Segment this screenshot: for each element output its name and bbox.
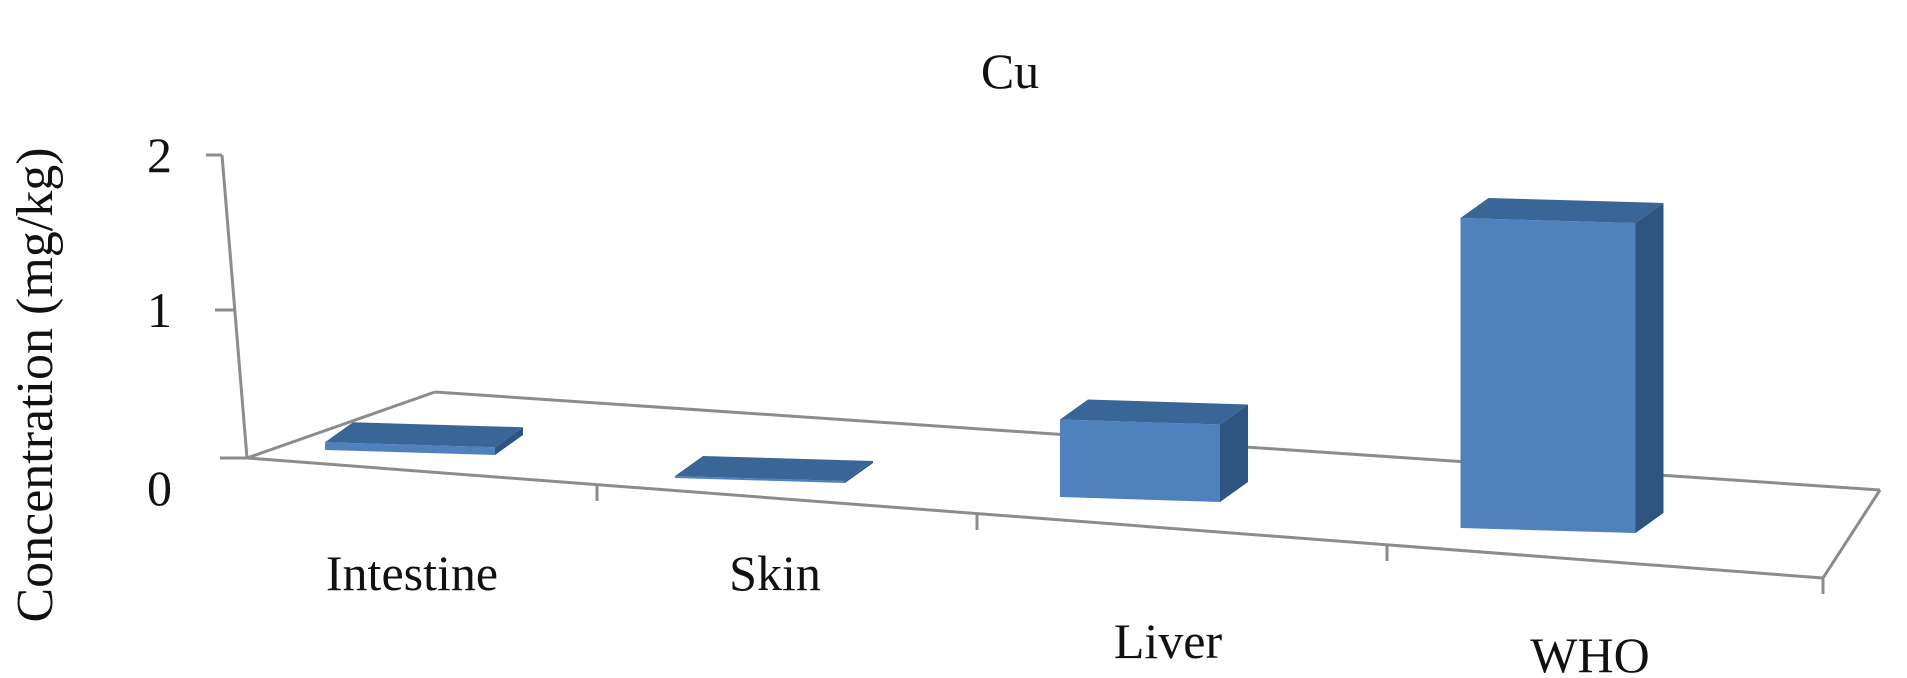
right-floor-edge — [1821, 489, 1882, 579]
y-axis-line — [220, 154, 249, 459]
x-tick-label-who: WHO — [1530, 627, 1649, 678]
bar-top-liver — [1060, 399, 1248, 425]
x-tick-label-skin: Skin — [729, 545, 821, 601]
bars — [325, 198, 1664, 533]
bar-front-skin — [675, 476, 845, 483]
y-axis-label: Concentration (mg/kg) — [7, 147, 64, 622]
bar-top-intestine — [325, 422, 523, 448]
y-tick-label-2: 2 — [147, 127, 172, 183]
bar-front-liver — [1060, 419, 1220, 502]
bar-side-skin — [845, 461, 873, 483]
bar-front-who — [1460, 218, 1636, 533]
x-tick-label-intestine: Intestine — [326, 545, 498, 601]
x-axis-line — [246, 456, 1824, 580]
x-tick-label-liver: Liver — [1114, 613, 1223, 669]
y-tick-label-0: 0 — [147, 460, 172, 516]
bar-side-who — [1635, 203, 1664, 533]
x-tick-labels: Intestine Skin Liver WHO — [326, 545, 1650, 678]
chart-title: Cu — [981, 43, 1039, 99]
back-floor-edge — [246, 390, 436, 460]
y-tick-labels: 2 1 0 — [147, 127, 172, 516]
y-tick-label-1: 1 — [147, 282, 172, 338]
bar-top-skin — [675, 456, 873, 481]
bar-top-who — [1460, 198, 1664, 223]
bar-front-intestine — [325, 442, 495, 455]
bar-side-intestine — [495, 427, 523, 455]
bar-side-liver — [1220, 404, 1248, 502]
